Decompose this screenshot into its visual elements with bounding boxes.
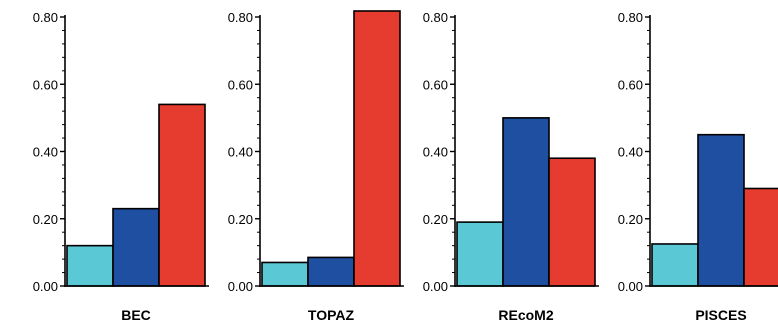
y-tick-label-pisces-2: 0.40: [618, 145, 643, 160]
category-label-topaz: TOPAZ: [308, 307, 355, 323]
y-tick-label-bec-1: 0.20: [33, 212, 58, 227]
bar-topaz-3: [353, 10, 401, 287]
bar-bec-3: [158, 103, 206, 287]
bar-bec-2: [112, 207, 160, 287]
y-tick-label-topaz-2: 0.40: [228, 145, 253, 160]
y-tick-label-pisces-0: 0.00: [618, 279, 643, 294]
y-tick-label-topaz-0: 0.00: [228, 279, 253, 294]
y-tick-label-topaz-1: 0.20: [228, 212, 253, 227]
y-tick-label-recom2-1: 0.20: [423, 212, 448, 227]
y-tick-label-bec-3: 0.60: [33, 77, 58, 92]
y-tick-label-topaz-3: 0.60: [228, 77, 253, 92]
y-tick-label-bec-4: 0.80: [33, 10, 58, 25]
y-tick-label-topaz-4: 0.80: [228, 10, 253, 25]
y-tick-label-recom2-2: 0.40: [423, 145, 448, 160]
category-label-recom2: REcoM2: [498, 307, 553, 323]
y-tick-label-recom2-4: 0.80: [423, 10, 448, 25]
y-tick-label-recom2-0: 0.00: [423, 279, 448, 294]
y-tick-label-pisces-4: 0.80: [618, 10, 643, 25]
bar-recom2-1: [456, 221, 504, 287]
bar-pisces-2: [697, 133, 745, 287]
bar-bec-1: [66, 244, 114, 287]
y-tick-label-bec-2: 0.40: [33, 145, 58, 160]
bar-pisces-1: [651, 243, 699, 287]
bar-topaz-2: [307, 256, 355, 287]
y-tick-label-recom2-3: 0.60: [423, 77, 448, 92]
bar-topaz-1: [261, 261, 309, 287]
y-tick-label-pisces-1: 0.20: [618, 212, 643, 227]
category-label-bec: BEC: [121, 307, 151, 323]
bar-recom2-2: [502, 117, 550, 287]
bar-pisces-3: [743, 187, 778, 287]
y-tick-label-bec-0: 0.00: [33, 279, 58, 294]
y-tick-label-pisces-3: 0.60: [618, 77, 643, 92]
bar-recom2-3: [548, 157, 596, 287]
category-label-pisces: PISCES: [695, 307, 746, 323]
